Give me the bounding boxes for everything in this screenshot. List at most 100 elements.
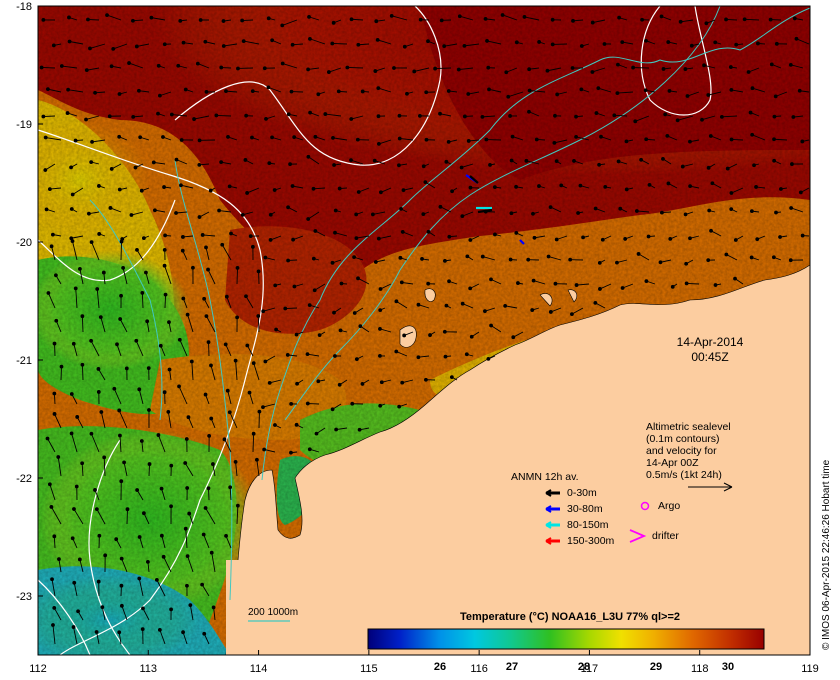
velocity-arrow xyxy=(687,91,700,97)
velocity-arrow-head xyxy=(579,44,584,48)
velocity-arrow xyxy=(488,88,502,93)
velocity-arrow-head xyxy=(349,158,353,163)
velocity-arrow xyxy=(334,232,348,237)
velocity-arrow-head xyxy=(788,62,793,67)
velocity-arrow-head xyxy=(256,314,261,318)
velocity-arrow-head xyxy=(245,191,250,195)
velocity-arrow-head xyxy=(203,39,208,44)
velocity-arrow xyxy=(142,608,150,621)
velocity-arrow-head xyxy=(114,537,119,542)
velocity-arrow xyxy=(223,43,238,47)
velocity-arrow xyxy=(120,241,122,261)
velocity-arrow-head xyxy=(514,40,519,45)
velocity-arrow xyxy=(399,138,414,141)
y-tick-label: -23 xyxy=(16,591,32,603)
velocity-arrow-head xyxy=(526,257,531,262)
velocity-arrow-head xyxy=(702,63,706,68)
colorbar-tick-label: 30 xyxy=(722,661,734,673)
timestamp-date: 14-Apr-2014 xyxy=(677,335,744,349)
velocity-arrow xyxy=(191,361,194,381)
velocity-arrow xyxy=(752,87,766,93)
velocity-arrow-head xyxy=(125,507,130,512)
legend-item-80-150m: 80-150m xyxy=(545,519,609,531)
velocity-arrow-head xyxy=(177,384,181,389)
velocity-arrow-head xyxy=(224,89,228,94)
velocity-arrow xyxy=(45,137,62,141)
velocity-arrow xyxy=(79,559,84,573)
velocity-arrow-head xyxy=(52,534,57,539)
velocity-arrow-head xyxy=(169,607,173,612)
velocity-arrow-head xyxy=(418,17,423,22)
velocity-arrow-head xyxy=(159,486,164,491)
velocity-arrow xyxy=(73,508,84,525)
velocity-arrow xyxy=(773,138,788,141)
argo-legend: Argo xyxy=(640,500,680,512)
x-tick-label: 117 xyxy=(581,663,599,675)
velocity-arrow-head xyxy=(184,437,189,441)
velocity-arrow-head xyxy=(41,18,46,22)
velocity-arrow-head xyxy=(480,254,485,259)
velocity-arrow-head xyxy=(634,209,639,213)
velocity-arrow-head xyxy=(399,280,404,285)
velocity-arrow xyxy=(235,360,238,381)
velocity-arrow-head xyxy=(141,236,146,241)
velocity-arrow-head xyxy=(221,44,226,48)
velocity-arrow-head xyxy=(771,255,776,260)
velocity-arrow-head xyxy=(616,159,621,164)
velocity-arrow xyxy=(414,67,430,72)
velocity-arrow xyxy=(131,211,144,216)
velocity-arrow xyxy=(486,40,502,45)
velocity-arrow-head xyxy=(449,375,454,380)
velocity-arrow-head xyxy=(332,310,336,315)
velocity-arrow-head xyxy=(375,37,380,42)
velocity-arrow-head xyxy=(89,240,94,245)
velocity-arrow-head xyxy=(217,208,221,213)
velocity-arrow xyxy=(139,536,144,549)
velocity-arrow-head xyxy=(378,327,382,331)
velocity-arrow xyxy=(614,114,628,117)
velocity-arrow-head xyxy=(647,182,652,187)
y-axis: -18 -19 -20 -21 -22 -23 xyxy=(16,1,43,603)
velocity-arrow-head xyxy=(51,43,56,48)
velocity-arrow xyxy=(79,268,84,285)
velocity-arrow xyxy=(229,412,238,429)
velocity-arrow xyxy=(282,19,298,26)
velocity-arrow xyxy=(262,403,276,408)
velocity-arrow xyxy=(113,43,128,50)
velocity-arrow-head xyxy=(666,181,671,186)
velocity-arrow-head xyxy=(600,237,605,242)
velocity-arrow-head xyxy=(306,67,311,72)
velocity-arrow-head xyxy=(661,67,666,71)
velocity-arrow-head xyxy=(675,118,680,123)
velocity-arrow-head xyxy=(483,16,488,21)
velocity-arrow-head xyxy=(574,114,578,119)
velocity-arrow-head xyxy=(774,41,779,46)
velocity-arrow-head xyxy=(306,217,311,221)
velocity-arrow xyxy=(76,416,84,429)
velocity-arrow-head xyxy=(69,207,74,211)
velocity-arrow-head xyxy=(308,110,312,115)
velocity-arrow-head xyxy=(733,238,738,242)
velocity-arrow xyxy=(197,63,210,69)
velocity-arrow xyxy=(98,368,106,381)
velocity-arrow-head xyxy=(489,277,493,282)
velocity-arrow-head xyxy=(397,136,402,141)
velocity-arrow-head xyxy=(423,180,428,185)
velocity-arrow-head xyxy=(206,340,211,345)
velocity-arrow xyxy=(236,267,238,285)
velocity-arrow xyxy=(325,113,342,117)
velocity-arrow xyxy=(377,39,392,45)
altimetric-line: (0.1m contours) xyxy=(646,433,720,445)
velocity-arrow xyxy=(91,433,100,453)
velocity-arrow-head xyxy=(270,135,274,140)
velocity-arrow-head xyxy=(620,40,625,44)
velocity-arrow-head xyxy=(426,39,430,44)
velocity-arrow-head xyxy=(169,463,174,468)
velocity-arrow xyxy=(151,17,166,21)
velocity-arrow-head xyxy=(798,190,803,195)
velocity-arrow xyxy=(592,19,606,24)
velocity-arrow-head xyxy=(789,206,794,210)
velocity-arrow-head xyxy=(333,354,337,358)
velocity-arrow-head xyxy=(729,137,734,142)
velocity-arrow xyxy=(72,240,78,261)
